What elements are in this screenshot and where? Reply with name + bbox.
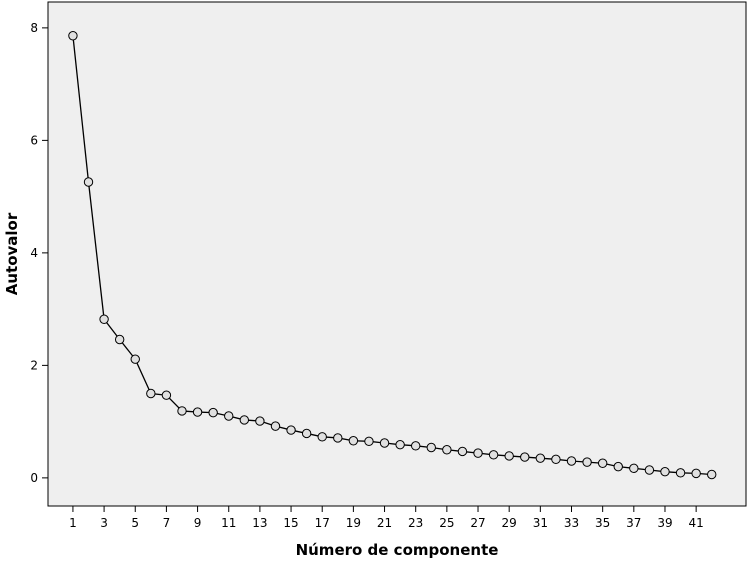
data-point — [270, 421, 281, 431]
x-tick-label: 27 — [470, 516, 485, 530]
data-point — [442, 445, 452, 455]
data-point — [161, 390, 172, 400]
x-axis-ticks: 1 3 5 7 9 11 13 15 17 19 21 23 25 27 29 31 33 35 37 39 41 — [69, 506, 704, 530]
y-tick-label: 4 — [30, 246, 38, 260]
x-tick-label: 23 — [408, 516, 423, 530]
x-tick-label: 5 — [131, 516, 139, 530]
data-point — [348, 436, 359, 446]
data-point — [255, 416, 265, 426]
x-tick-label: 41 — [689, 516, 704, 530]
x-tick-label: 19 — [346, 516, 361, 530]
y-axis-ticks: 0 2 4 6 8 — [30, 21, 48, 485]
data-point — [364, 436, 374, 447]
data-point — [83, 177, 94, 187]
data-point — [707, 469, 717, 480]
y-tick-label: 0 — [30, 471, 38, 485]
data-point — [317, 432, 327, 442]
x-tick-label: 25 — [439, 516, 454, 530]
data-point — [691, 468, 701, 479]
data-point — [114, 334, 125, 345]
x-tick-label: 11 — [221, 516, 236, 530]
data-point — [208, 407, 218, 418]
data-point — [504, 451, 514, 461]
data-point — [379, 438, 390, 448]
x-tick-label: 37 — [626, 516, 641, 530]
data-point — [426, 442, 436, 453]
data-point — [473, 448, 483, 458]
data-point — [551, 454, 561, 465]
x-tick-label: 3 — [100, 516, 108, 530]
x-tick-label: 35 — [595, 516, 610, 530]
data-point — [286, 425, 296, 435]
x-tick-label: 17 — [315, 516, 330, 530]
x-tick-label: 1 — [69, 516, 77, 530]
data-point — [130, 354, 140, 364]
data-point — [146, 388, 156, 399]
data-point — [457, 446, 468, 457]
data-point — [613, 461, 623, 472]
data-point — [660, 466, 670, 477]
x-axis-title: Número de componente — [296, 541, 499, 559]
x-tick-label: 33 — [564, 516, 579, 530]
y-tick-label: 2 — [30, 358, 38, 372]
data-point — [239, 415, 250, 425]
plot-area — [47, 1, 747, 507]
y-axis-title: Autovalor — [3, 212, 21, 295]
x-tick-label: 13 — [252, 516, 267, 530]
data-point — [177, 406, 187, 416]
x-tick-label: 9 — [194, 516, 202, 530]
y-tick-label: 6 — [30, 133, 38, 147]
data-point — [675, 468, 686, 478]
data-point — [597, 458, 608, 468]
data-point — [333, 433, 343, 443]
data-point — [395, 439, 405, 450]
data-point — [99, 314, 109, 324]
data-point — [629, 463, 639, 474]
data-point — [192, 407, 203, 417]
y-tick-label: 8 — [30, 21, 38, 35]
x-tick-label: 31 — [533, 516, 548, 530]
data-point — [488, 450, 499, 460]
data-point — [520, 452, 530, 462]
x-tick-label: 29 — [502, 516, 517, 530]
data-point — [566, 456, 577, 466]
data-point — [644, 465, 655, 475]
data-point — [582, 457, 592, 467]
data-point — [224, 411, 234, 421]
x-tick-label: 39 — [657, 516, 672, 530]
series-layer — [68, 31, 717, 480]
data-point — [68, 31, 78, 41]
x-tick-label: 15 — [283, 516, 298, 530]
x-tick-label: 21 — [377, 516, 392, 530]
data-point — [410, 441, 421, 451]
data-point — [535, 453, 546, 463]
x-tick-label: 7 — [163, 516, 171, 530]
data-point — [301, 428, 312, 439]
